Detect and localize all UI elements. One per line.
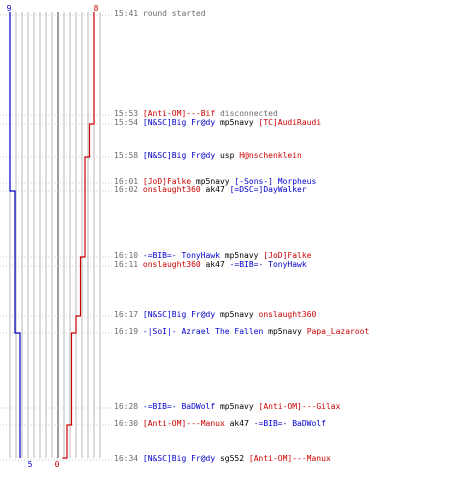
red-start-score: 8 xyxy=(94,4,99,13)
entry-player-name: [Anti-OM]---Manux xyxy=(248,454,331,463)
entry-weapon: mp5navy xyxy=(215,402,259,411)
entry-weapon: mp5navy xyxy=(191,177,235,186)
log-entry: 16:28 -=BIB=- BaDWolf mp5navy [Anti-OM]-… xyxy=(114,402,340,411)
log-entry: 15:53 [Anti-OM]---Bif disconnected xyxy=(114,109,278,118)
entry-time: 16:17 xyxy=(114,310,143,319)
entry-player-name: [Anti-OM]---Bif xyxy=(142,109,216,118)
entry-time: 15:53 xyxy=(114,109,143,118)
log-entry: 16:34 [N&SC]Big Fr@dy sg552 [Anti-OM]---… xyxy=(114,454,331,463)
log-entry: 16:10 -=BIB=- TonyHawk mp5navy [JoD]Falk… xyxy=(114,251,312,260)
entry-weapon: mp5navy xyxy=(215,310,259,319)
log-entry: 15:54 [N&SC]Big Fr@dy mp5navy [TC]AudiRa… xyxy=(114,118,321,127)
entry-time: 16:10 xyxy=(114,251,143,260)
red-score-line xyxy=(62,12,95,459)
entry-weapon: mp5navy xyxy=(215,118,259,127)
entry-player-name: [=DSC=]DayWalker xyxy=(229,185,307,194)
entry-weapon: mp5navy xyxy=(263,327,307,336)
entry-weapon: ak47 xyxy=(224,419,254,428)
log-entry: 16:19 -|SoI|- Azrael The Fallen mp5navy … xyxy=(114,327,369,336)
entry-player-name: [JoD]Falke xyxy=(263,251,312,260)
log-entry: 16:30 [Anti-OM]---Manux ak47 -=BIB=- BaD… xyxy=(114,419,326,428)
entry-player-name: [-Sons-] Morpheus xyxy=(234,177,317,186)
log-entry: 16:11 onslaught360 ak47 -=BIB=- TonyHawk xyxy=(114,260,307,269)
log-entry: 16:17 [N&SC]Big Fr@dy mp5navy onslaught3… xyxy=(114,310,316,319)
entry-weapon: mp5navy xyxy=(219,251,264,260)
entry-time: 16:30 xyxy=(114,419,143,428)
log-entry: 16:01 [JoD]Falke mp5navy [-Sons-] Morphe… xyxy=(114,177,316,186)
log-entry: 15:41 round started xyxy=(114,9,206,18)
entry-player-name: Papa_Lazaroot xyxy=(306,327,370,336)
entry-time: 16:19 xyxy=(114,327,143,336)
entry-time: 16:11 xyxy=(114,260,143,269)
blue-score-line xyxy=(9,12,21,458)
entry-player-name: -=BIB=- TonyHawk xyxy=(142,251,220,260)
entry-time: 15:41 xyxy=(114,9,143,18)
entry-player-name: onslaught360 xyxy=(258,310,317,319)
entry-player-name: [Anti-OM]---Gilax xyxy=(258,402,341,411)
entry-weapon: usp xyxy=(215,151,240,160)
entry-player-name: [Anti-OM]---Manux xyxy=(142,419,225,428)
entry-weapon: ak47 xyxy=(200,260,230,269)
entry-player-name: [JoD]Falke xyxy=(142,177,192,186)
entry-player-name: [TC]AudiRaudi xyxy=(258,118,322,127)
entry-player-name: onslaught360 xyxy=(142,185,201,194)
entry-time: 16:34 xyxy=(114,454,143,463)
entry-player-name: -|SoI|- Azrael The Fallen xyxy=(142,327,264,336)
blue-end-score: 5 xyxy=(28,460,33,469)
entry-message: round started xyxy=(142,9,206,18)
entry-weapon: sg552 xyxy=(215,454,249,463)
entry-weapon: ak47 xyxy=(200,185,230,194)
entry-player-name: H@nschenklein xyxy=(239,151,302,160)
entry-player-name: [N&SC]Big Fr@dy xyxy=(142,310,216,319)
entry-player-name: [N&SC]Big Fr@dy xyxy=(142,118,216,127)
entry-time: 16:28 xyxy=(114,402,143,411)
entry-time: 15:54 xyxy=(114,118,143,127)
entry-player-name: -=BIB=- TonyHawk xyxy=(229,260,307,269)
log-entry: 15:58 [N&SC]Big Fr@dy usp H@nschenklein xyxy=(114,151,302,160)
entry-player-name: [N&SC]Big Fr@dy xyxy=(142,454,216,463)
entry-time: 16:02 xyxy=(114,185,143,194)
entry-time: 15:58 xyxy=(114,151,143,160)
entry-player-name: -=BIB=- BaDWolf xyxy=(142,402,216,411)
entry-player-name: [N&SC]Big Fr@dy xyxy=(142,151,216,160)
entry-time: 16:01 xyxy=(114,177,143,186)
blue-start-score: 9 xyxy=(7,4,12,13)
entry-message: disconnected xyxy=(215,109,278,118)
entry-player-name: onslaught360 xyxy=(142,260,201,269)
red-end-score: 0 xyxy=(55,460,60,469)
entry-player-name: -=BIB=- BaDWolf xyxy=(253,419,326,428)
log-entry: 16:02 onslaught360 ak47 [=DSC=]DayWalker xyxy=(114,185,307,194)
